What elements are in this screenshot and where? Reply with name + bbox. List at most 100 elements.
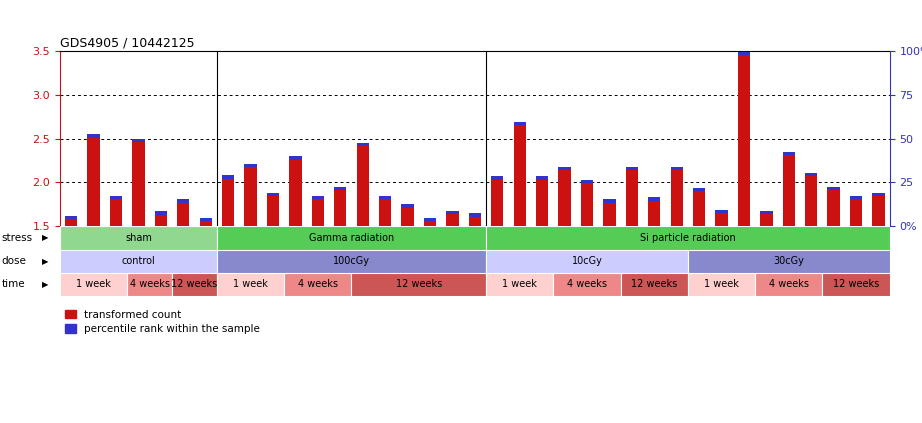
Bar <box>290 156 301 226</box>
Bar <box>110 195 122 199</box>
Bar <box>688 273 755 296</box>
Bar <box>199 217 212 221</box>
Text: control: control <box>122 256 155 266</box>
Bar <box>65 216 77 226</box>
Text: ▶: ▶ <box>42 233 49 242</box>
Text: 12 weeks: 12 weeks <box>396 280 442 289</box>
Bar <box>65 216 77 219</box>
Text: 12 weeks: 12 weeks <box>632 280 678 289</box>
Bar <box>155 212 167 215</box>
Bar <box>127 273 172 296</box>
Bar <box>872 193 885 196</box>
Bar <box>559 167 571 170</box>
Text: Si particle radiation: Si particle radiation <box>640 233 736 243</box>
Text: 4 weeks: 4 weeks <box>298 280 337 289</box>
Bar <box>60 250 217 273</box>
Text: 1 week: 1 week <box>77 280 111 289</box>
Legend: transformed count, percentile rank within the sample: transformed count, percentile rank withi… <box>65 310 260 334</box>
Bar <box>222 176 234 226</box>
Bar <box>132 139 145 226</box>
Bar <box>379 195 391 199</box>
Bar <box>581 180 593 183</box>
Bar <box>357 143 369 146</box>
Bar <box>850 195 862 199</box>
Bar <box>559 167 571 226</box>
Bar <box>60 226 217 250</box>
Bar <box>132 139 145 142</box>
Bar <box>536 176 549 180</box>
Bar <box>670 167 683 226</box>
Bar <box>648 198 660 201</box>
Bar <box>828 187 840 190</box>
Bar <box>177 199 189 226</box>
Bar <box>688 250 890 273</box>
Bar <box>446 211 458 214</box>
Bar <box>217 273 284 296</box>
Bar <box>334 187 347 226</box>
Bar <box>401 204 414 226</box>
Bar <box>351 273 486 296</box>
Bar <box>486 250 688 273</box>
Bar <box>244 164 256 168</box>
Bar <box>693 188 705 191</box>
Bar <box>850 195 862 226</box>
Bar <box>603 199 616 226</box>
Bar <box>88 134 100 137</box>
Bar <box>738 52 751 55</box>
Text: time: time <box>2 280 26 289</box>
Bar <box>648 198 660 226</box>
Text: 1 week: 1 week <box>704 280 739 289</box>
Bar <box>217 226 486 250</box>
Bar <box>693 188 705 226</box>
Text: ▶: ▶ <box>42 257 49 266</box>
Text: 12 weeks: 12 weeks <box>833 280 880 289</box>
Bar <box>244 164 256 226</box>
Text: 1 week: 1 week <box>233 280 268 289</box>
Bar <box>424 217 436 221</box>
Text: GDS4905 / 10442125: GDS4905 / 10442125 <box>60 37 195 49</box>
Bar <box>783 152 795 226</box>
Bar <box>514 122 526 125</box>
Bar <box>379 195 391 226</box>
Bar <box>626 167 638 226</box>
Bar <box>761 211 773 214</box>
Bar <box>872 193 885 226</box>
Text: stress: stress <box>2 233 33 243</box>
Bar <box>603 199 616 203</box>
Text: ▶: ▶ <box>42 280 49 289</box>
Bar <box>60 273 127 296</box>
Bar <box>217 250 486 273</box>
Bar <box>715 210 727 213</box>
Bar <box>266 193 279 196</box>
Text: Gamma radiation: Gamma radiation <box>309 233 394 243</box>
Bar <box>222 176 234 179</box>
Bar <box>334 187 347 190</box>
Bar <box>88 134 100 226</box>
Text: dose: dose <box>2 256 27 266</box>
Bar <box>199 217 212 226</box>
Bar <box>486 226 890 250</box>
Bar <box>491 176 503 180</box>
Bar <box>822 273 890 296</box>
Bar <box>401 204 414 208</box>
Bar <box>312 195 324 199</box>
Bar <box>581 180 593 226</box>
Bar <box>670 167 683 170</box>
Bar <box>828 187 840 226</box>
Bar <box>715 210 727 226</box>
Bar <box>626 167 638 170</box>
Bar <box>486 273 553 296</box>
Bar <box>805 173 818 226</box>
Bar <box>312 195 324 226</box>
Bar <box>738 52 751 226</box>
Text: 1 week: 1 week <box>502 280 538 289</box>
Bar <box>536 176 549 226</box>
Text: 100cGy: 100cGy <box>333 256 370 266</box>
Bar <box>805 173 818 176</box>
Bar <box>468 213 481 217</box>
Bar <box>110 195 122 226</box>
Bar <box>172 273 217 296</box>
Text: 12 weeks: 12 weeks <box>171 280 218 289</box>
Text: 4 weeks: 4 weeks <box>769 280 809 289</box>
Text: 4 weeks: 4 weeks <box>567 280 607 289</box>
